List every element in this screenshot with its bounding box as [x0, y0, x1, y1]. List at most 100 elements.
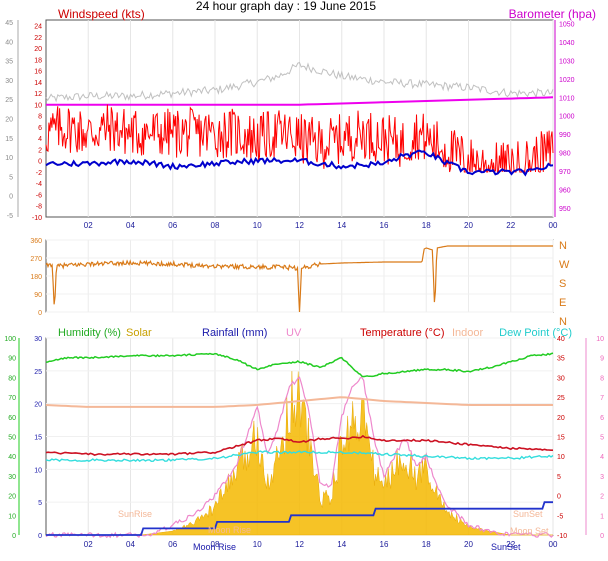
wind-outer-tick: 35: [5, 59, 13, 66]
baro-tick: 1020: [559, 77, 575, 84]
direction-grid: [46, 239, 554, 313]
weather-x-tick: 02: [84, 540, 93, 549]
rain-tick: 25: [34, 369, 42, 376]
annotation-moonrise-1: Moon Rise: [193, 542, 236, 552]
temp-tick: 5: [557, 474, 561, 481]
wind-axes: 02 04 06 08 10 12 14 16 18 20 22 002422201816141210…: [5, 20, 575, 230]
indoor-line: [45, 396, 553, 408]
uv-tick: 0: [600, 533, 604, 540]
wind-kts-tick: 0: [38, 159, 42, 166]
wind-x-tick: 12: [295, 221, 304, 230]
uv-tick: 1: [600, 513, 604, 520]
weather-x-tick: 22: [506, 540, 515, 549]
wind-outer-tick: 20: [5, 117, 13, 124]
uv-tick: 10: [596, 336, 604, 343]
uv-tick: 5: [600, 435, 604, 442]
rain-tick: 5: [38, 500, 42, 507]
annotation-moonrise-2: Moon Rise: [208, 525, 251, 535]
rain-tick: 30: [34, 336, 42, 343]
legend-windspeed: Windspeed (kts): [58, 7, 145, 21]
baro-tick: 970: [559, 169, 571, 176]
temp-tick: -10: [557, 533, 567, 540]
compass-tick: N: [559, 316, 567, 328]
weather-x-tick: 16: [380, 540, 389, 549]
wind-x-tick: 06: [168, 221, 177, 230]
legend-temperature: Temperature (°C): [360, 327, 444, 339]
humidity-tick: 30: [8, 474, 16, 481]
humidity-line: [45, 352, 554, 378]
weather-axes: 02 04 06 08 10 12 14 16 18 20 22 001009080706050403…: [4, 336, 604, 549]
wind-x-tick: 20: [464, 221, 473, 230]
uv-tick: 7: [600, 395, 604, 402]
dir-tick: 180: [30, 274, 42, 281]
wind-outer-tick: 25: [5, 97, 13, 104]
humidity-tick: 0: [12, 533, 16, 540]
temp-tick: 0: [557, 494, 561, 501]
graph-title: 24 hour graph day : 19 June 2015: [196, 0, 376, 13]
weather-x-tick: 06: [168, 540, 177, 549]
temp-tick: 35: [557, 356, 565, 363]
temp-tick: 20: [557, 415, 565, 422]
humidity-tick: 80: [8, 375, 16, 382]
wind-kts-tick: 20: [34, 46, 42, 53]
temperature-line: [45, 434, 553, 456]
rain-tick: 10: [34, 467, 42, 474]
compass-tick: E: [559, 297, 566, 309]
baro-tick: 1030: [559, 59, 575, 66]
weather-x-tick: 04: [126, 540, 135, 549]
rainfall-line: [46, 501, 553, 536]
legend-barometer: Barometer (hpa): [509, 7, 596, 21]
uv-tick: 8: [600, 375, 604, 382]
dir-tick: 0: [38, 310, 42, 317]
wind-kts-tick: 24: [34, 24, 42, 31]
wind-kts-tick: 8: [38, 114, 42, 121]
uv-tick: 9: [600, 356, 604, 363]
wind-kts-tick: 14: [34, 80, 42, 87]
temp-tick: 40: [557, 336, 565, 343]
dir-tick: 360: [30, 238, 42, 245]
wind-x-tick: 22: [506, 221, 515, 230]
wind-x-tick: 16: [380, 221, 389, 230]
weather-x-tick: 08: [211, 540, 220, 549]
barometer-line: [46, 96, 554, 106]
weather-x-tick: 14: [337, 540, 346, 549]
wind-outer-tick: 5: [9, 174, 13, 181]
humidity-tick: 20: [8, 494, 16, 501]
avg-wind-line: [45, 149, 554, 177]
wind-x-tick: 00: [549, 221, 558, 230]
weather-x-tick: 10: [253, 540, 262, 549]
wind-outer-tick: 10: [5, 155, 13, 162]
compass-tick: S: [559, 278, 566, 290]
temp-tick: 10: [557, 454, 565, 461]
uv-tick: 4: [600, 454, 604, 461]
uv-line: [45, 376, 554, 539]
wind-kts-tick: -8: [36, 204, 42, 211]
wind-outer-tick: 45: [5, 20, 13, 27]
wind-series: [45, 61, 554, 177]
humidity-tick: 50: [8, 435, 16, 442]
annotation-moonset: Moon Set: [510, 526, 549, 536]
temp-tick: -5: [557, 513, 563, 520]
dewpoint-line: [45, 450, 554, 463]
rain-tick: 0: [38, 533, 42, 540]
temp-tick: 25: [557, 395, 565, 402]
weather-x-tick: 18: [422, 540, 431, 549]
humidity-tick: 60: [8, 415, 16, 422]
annotation-sunrise: SunRise: [118, 509, 152, 519]
humidity-tick: 10: [8, 513, 16, 520]
dir-tick: 270: [30, 256, 42, 263]
baro-tick: 1050: [559, 22, 575, 29]
legend-humidity: Humidity (%): [58, 327, 121, 339]
wind-outer-tick: 40: [5, 39, 13, 46]
wind-kts-tick: 4: [38, 136, 42, 143]
baro-tick: 990: [559, 132, 571, 139]
wind-x-tick: 14: [337, 221, 346, 230]
wind-kts-tick: -10: [32, 215, 42, 222]
baro-tick: 980: [559, 151, 571, 158]
legend-indoor: Indoor: [452, 327, 484, 339]
wind-kts-tick: 22: [34, 35, 42, 42]
legend-dewpoint: Dew Point (°C): [499, 327, 572, 339]
wind-kts-tick: -4: [36, 181, 42, 188]
